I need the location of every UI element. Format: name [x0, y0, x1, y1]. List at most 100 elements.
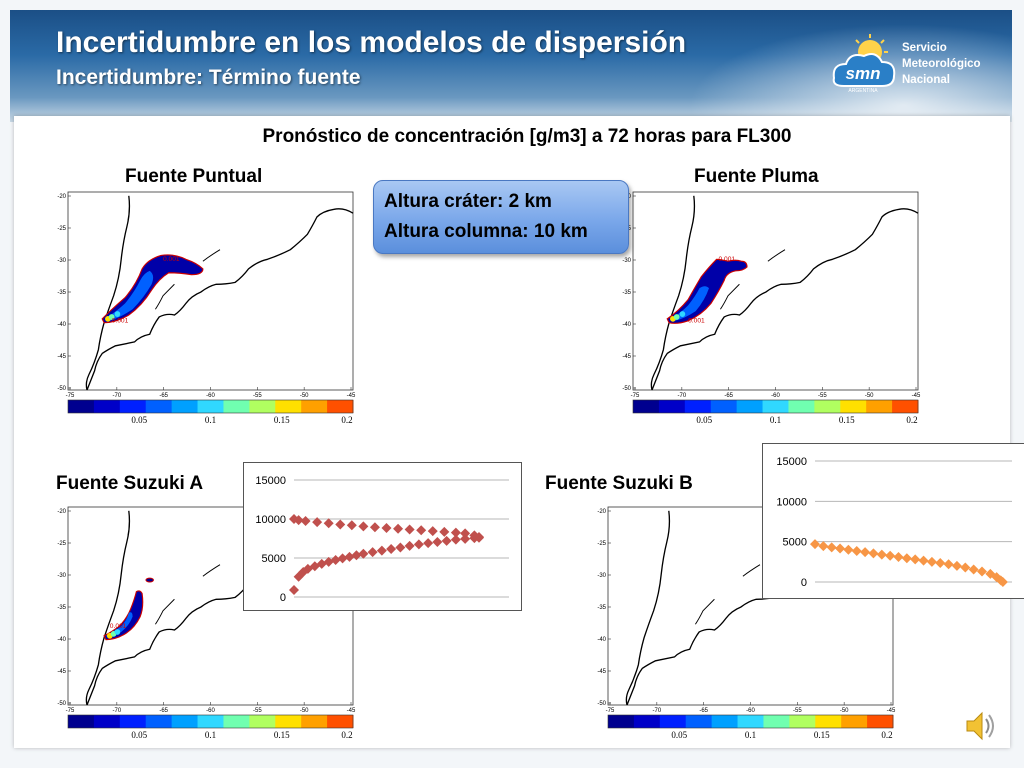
- data-point: [943, 559, 954, 570]
- lon-tick-label: -70: [652, 708, 661, 714]
- colorbar-tick-label: 0.2: [881, 730, 892, 740]
- colorbar-swatch: [633, 400, 660, 413]
- colorbar-tick-label: 0.05: [671, 730, 687, 740]
- lon-tick-label: -60: [746, 708, 755, 714]
- map-pluma: 0.0010.001-20-25-30-35-40-45-50-75-70-65…: [615, 190, 925, 435]
- scatter-chart-svg: 15000 10000 5000 0: [255, 475, 509, 604]
- data-point: [876, 549, 887, 560]
- data-point: [393, 523, 404, 534]
- colorbar-swatch: [171, 400, 199, 413]
- plume-contour-label: 0.001: [110, 623, 127, 630]
- map-title-pluma: Fuente Pluma: [694, 166, 819, 187]
- data-point: [893, 551, 904, 562]
- colorbar-frame: [607, 714, 894, 729]
- data-point: [469, 530, 480, 541]
- ash-plume-core: [679, 311, 686, 317]
- lon-tick-label: -75: [606, 708, 615, 714]
- smn-logo-icon: smn ARGENTINA: [832, 34, 896, 94]
- data-point: [302, 563, 313, 574]
- colorbar-tick-label: 0.15: [814, 730, 830, 740]
- colorbar-swatch: [197, 400, 224, 413]
- header-sky-decoration: [652, 10, 1012, 122]
- data-point: [810, 539, 820, 550]
- colorbar-swatch: [145, 400, 173, 413]
- data-point: [818, 541, 829, 552]
- lon-tick-label: -45: [347, 708, 356, 714]
- ash-plume-spot: [145, 577, 154, 583]
- colorbar-swatch: [608, 715, 635, 728]
- lon-tick-label: -55: [818, 393, 827, 399]
- data-point: [335, 519, 346, 530]
- ash-plume-inner: [106, 270, 154, 321]
- map-title-suzuki-a: Fuente Suzuki A: [56, 473, 204, 494]
- lon-tick-label: -60: [206, 708, 215, 714]
- y-tick-label: 0: [801, 577, 807, 589]
- lon-tick-label: -75: [66, 708, 75, 714]
- data-point: [843, 544, 854, 555]
- data-point: [367, 547, 378, 558]
- logo-line-2: Meteorológico: [902, 58, 981, 70]
- lat-tick-label: -40: [622, 322, 631, 328]
- colorbar-tick-label: 0.2: [906, 415, 917, 425]
- lat-tick-label: -25: [597, 541, 606, 547]
- ash-plume-outer: [103, 590, 144, 641]
- y-tick-label: 0: [280, 592, 286, 604]
- colorbar-swatch: [93, 715, 121, 728]
- colorbar-swatch: [68, 400, 95, 413]
- colorbar-swatch: [788, 400, 815, 413]
- lat-tick-label: -25: [57, 226, 66, 232]
- data-point: [404, 540, 415, 551]
- lon-tick-label: -50: [300, 393, 309, 399]
- colorbar-tick-label: 0.1: [205, 730, 216, 740]
- slide-subtitle: Incertidumbre: Término fuente: [56, 66, 361, 89]
- data-point: [860, 547, 871, 558]
- coastline-detail: [720, 249, 786, 310]
- lat-tick-label: -40: [597, 637, 606, 643]
- plume-contour-label: 0.001: [163, 256, 180, 263]
- colorbar-swatch: [840, 400, 867, 413]
- data-point: [910, 554, 921, 565]
- data-point: [441, 535, 452, 546]
- colorbar-swatch: [145, 715, 173, 728]
- y-tick-label: 10000: [255, 514, 286, 526]
- colorbar-swatch: [223, 400, 250, 413]
- colorbar-tick-label: 0.2: [341, 730, 352, 740]
- colorbar-tick-label: 0.05: [131, 415, 147, 425]
- lon-tick-label: -65: [699, 708, 708, 714]
- data-point: [289, 514, 299, 524]
- data-point: [960, 562, 971, 573]
- data-point: [344, 551, 355, 562]
- colorbar-swatch: [762, 400, 789, 413]
- lon-tick-label: -50: [840, 708, 849, 714]
- colorbar-frame: [67, 399, 354, 414]
- data-point: [926, 556, 937, 567]
- colorbar-tick-label: 0.15: [839, 415, 855, 425]
- scatter-chart-svg: 15000 10000 5000 0: [776, 456, 1012, 589]
- data-point: [868, 548, 879, 559]
- lon-tick-label: -45: [887, 708, 896, 714]
- colorbar-swatch: [197, 715, 224, 728]
- data-point: [312, 517, 323, 528]
- callout-line-2: Altura columna: 10 km: [384, 221, 588, 242]
- chart-suzuki-a: 15000 10000 5000 0: [243, 462, 522, 611]
- data-point: [323, 518, 334, 529]
- colorbar-swatch: [736, 400, 764, 413]
- colorbar-tick-label: 0.15: [274, 730, 290, 740]
- lat-tick-label: -35: [57, 605, 66, 611]
- lon-tick-label: -45: [347, 393, 356, 399]
- data-point: [413, 539, 424, 550]
- colorbar-swatch: [301, 715, 328, 728]
- smn-logo: smn ARGENTINA Servicio Meteorológico Nac…: [826, 34, 996, 104]
- ash-plume-core: [114, 311, 121, 317]
- colorbar-swatch: [223, 715, 250, 728]
- lat-tick-label: -30: [57, 573, 66, 579]
- lat-tick-label: -45: [57, 354, 66, 360]
- speaker-icon[interactable]: [964, 706, 996, 746]
- colorbar-tick-label: 0.15: [274, 415, 290, 425]
- colorbar-swatch: [658, 400, 686, 413]
- data-point: [376, 545, 387, 556]
- lon-tick-label: -60: [771, 393, 780, 399]
- lon-tick-label: -70: [112, 708, 121, 714]
- lat-tick-label: -50: [57, 701, 66, 707]
- colorbar-swatch: [841, 715, 868, 728]
